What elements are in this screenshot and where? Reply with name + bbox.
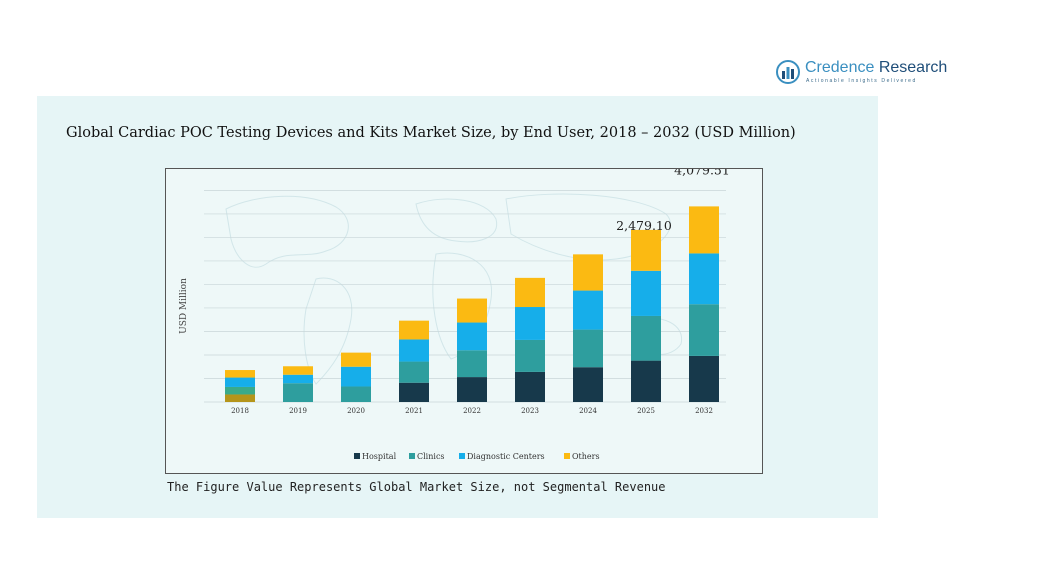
bar-segment-hospital-2018 <box>225 394 255 402</box>
x-tick-label: 2024 <box>579 407 597 415</box>
legend-swatch <box>354 453 360 459</box>
x-tick-label: 2018 <box>231 407 249 415</box>
chart-title: Global Cardiac POC Testing Devices and K… <box>66 125 796 141</box>
y-axis-label: USD Million <box>179 278 189 334</box>
bar-segment-others-2019 <box>283 366 313 375</box>
bar-segment-clinics-2024 <box>573 329 603 368</box>
bars <box>225 206 719 402</box>
bar-segment-diagnostic-centers-2018 <box>225 377 255 387</box>
bar-segment-others-2025 <box>631 229 661 271</box>
bar-segment-clinics-2020 <box>341 386 371 402</box>
x-tick-label: 2021 <box>405 407 423 415</box>
legend-swatch <box>409 453 415 459</box>
bar-segment-diagnostic-centers-2023 <box>515 307 545 340</box>
x-tick-label: 2019 <box>289 407 307 415</box>
legend-swatch <box>564 453 570 459</box>
bar-segment-hospital-2021 <box>399 382 429 402</box>
bar-segment-others-2018 <box>225 370 255 378</box>
x-tick-label: 2020 <box>347 407 365 415</box>
x-tick-label: 2022 <box>463 407 481 415</box>
brand-tagline: Actionable Insights Delivered <box>806 78 917 84</box>
bar-segment-hospital-2022 <box>457 377 487 402</box>
bar-segment-others-2032 <box>689 206 719 254</box>
bar-segment-clinics-2022 <box>457 350 487 378</box>
bar-segment-others-2022 <box>457 298 487 323</box>
legend-label: Diagnostic Centers <box>467 452 545 461</box>
x-tick-label: 2025 <box>637 407 655 415</box>
legend-label: Others <box>572 452 600 461</box>
bar-segment-others-2024 <box>573 254 603 291</box>
bar-segment-diagnostic-centers-2019 <box>283 374 313 384</box>
bar-chart-circle-icon <box>776 60 800 84</box>
brand-logo: Credence Research Actionable Insights De… <box>776 58 948 88</box>
bar-segment-hospital-2025 <box>631 360 661 402</box>
chart-svg: 2,479.10 4,079.51 2018 2019 2020 2021 2022 202… <box>179 162 730 461</box>
x-tick-label: 2023 <box>521 407 539 415</box>
legend-label: Hospital <box>362 452 397 461</box>
bar-segment-hospital-2023 <box>515 371 545 402</box>
bar-segment-clinics-2025 <box>631 315 661 361</box>
bar-segment-clinics-2018 <box>225 386 255 395</box>
legend-swatch <box>459 453 465 459</box>
bar-segment-hospital-2024 <box>573 367 603 402</box>
bar-segment-diagnostic-centers-2022 <box>457 322 487 351</box>
brand-name: Credence Research <box>805 59 948 76</box>
bar-segment-clinics-2032 <box>689 304 719 356</box>
bar-segment-others-2020 <box>341 352 371 367</box>
bar-segment-clinics-2019 <box>283 383 313 402</box>
bar-segment-clinics-2023 <box>515 339 545 372</box>
bar-segment-hospital-2032 <box>689 355 719 402</box>
legend-label: Clinics <box>417 452 445 461</box>
footnote: The Figure Value Represents Global Marke… <box>167 480 666 494</box>
data-label-2025: 2,479.10 <box>616 218 672 233</box>
legend: Hospital Clinics Diagnostic Centers Others <box>354 452 600 461</box>
x-tick-label: 2032 <box>695 407 713 415</box>
bar-segment-diagnostic-centers-2025 <box>631 270 661 316</box>
bar-segment-others-2021 <box>399 320 429 340</box>
data-label-2032: 4,079.51 <box>674 169 730 177</box>
chart-area: 2,479.10 4,079.51 2018 2019 2020 2021 2022 202… <box>165 162 763 474</box>
x-axis-ticks: 2018 2019 2020 2021 2022 2023 2024 2025 2032 <box>231 407 713 415</box>
bar-segment-diagnostic-centers-2021 <box>399 339 429 362</box>
bar-segment-clinics-2021 <box>399 361 429 383</box>
bar-segment-diagnostic-centers-2032 <box>689 253 719 305</box>
world-map-watermark <box>225 193 683 385</box>
bar-segment-others-2023 <box>515 277 545 308</box>
bar-segment-diagnostic-centers-2024 <box>573 290 603 330</box>
bar-segment-diagnostic-centers-2020 <box>341 366 371 387</box>
